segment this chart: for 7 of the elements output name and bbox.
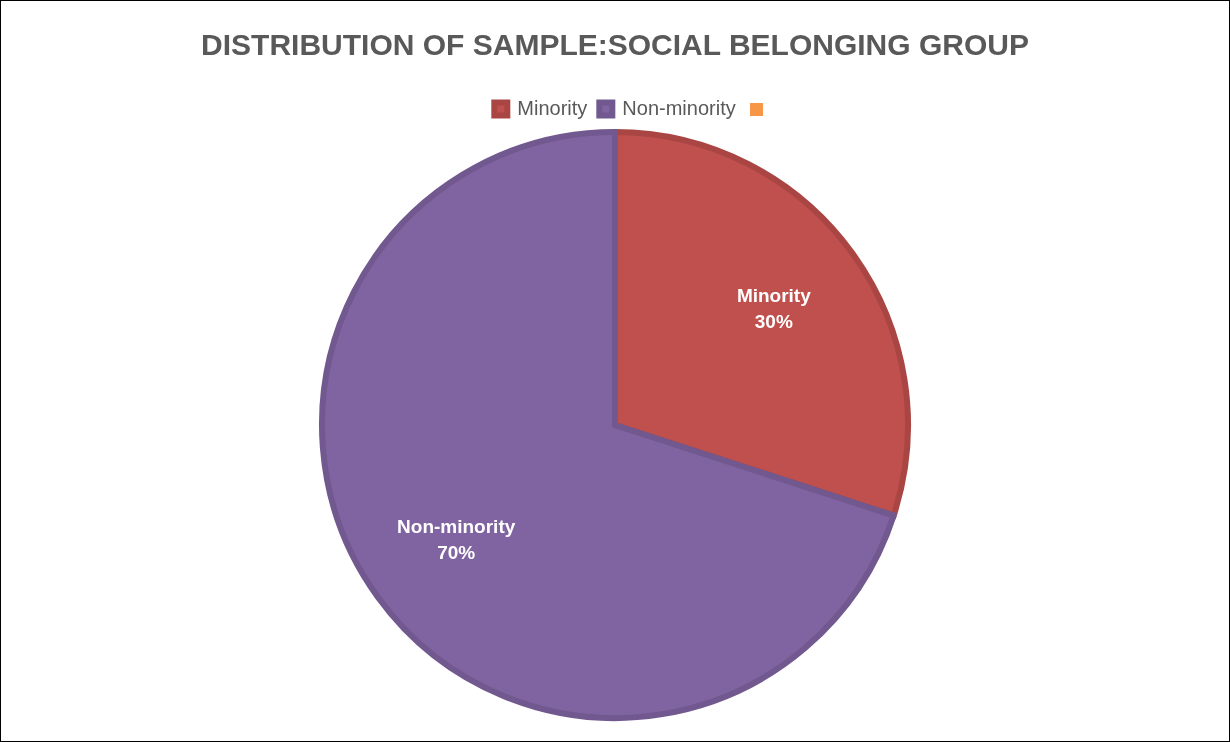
slice-label: Minority	[736, 284, 812, 306]
legend-label: Non-minority	[622, 96, 736, 119]
legend-label: Minority	[517, 96, 588, 119]
data-label: 30%	[754, 310, 793, 332]
chart-title: DISTRIBUTION OF SAMPLE:SOCIAL BELONGING GROUP	[201, 28, 1029, 62]
slice-label: Non-minority	[397, 515, 516, 537]
data-label: 70%	[437, 541, 476, 563]
